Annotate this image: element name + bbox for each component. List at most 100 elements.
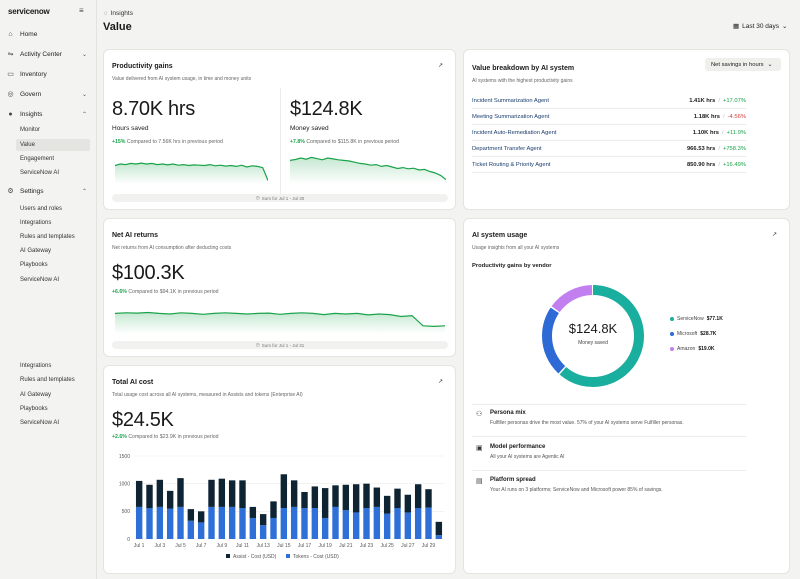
sidebar-item-settings[interactable]: ⚙ Settings ⌃ [6, 184, 92, 198]
sidebar-item-insights[interactable]: ● Insights ⌃ [6, 107, 92, 121]
govern-icon: ◎ [7, 91, 14, 98]
inventory-icon: ▭ [7, 71, 14, 78]
legend-swatch [670, 347, 674, 351]
cost-bar-chart: 1500 1000 500 0 Jul 1 Jul 3 Jul 5 Jul 7 Jul 9 Jul… [119, 454, 444, 560]
sidebar-subitem-servicenow-ai-bottom[interactable]: ServiceNow AI [20, 420, 60, 426]
sidebar-item-home[interactable]: ⌂ Home [6, 27, 92, 41]
metric-dropdown[interactable]: Net savings in hours ⌄ [705, 58, 781, 71]
bar-tokens-jul-7 [197, 522, 205, 539]
chevron-up-icon: ⌃ [81, 111, 87, 118]
x-tick-label: Jul 29 [422, 543, 436, 549]
total-cost-compare-text: Compared to $23.9K in previous period [128, 434, 219, 440]
agent-row[interactable]: Department Transfer Agent 966.53 hrs / +758… [472, 141, 746, 157]
sidebar-subitem-rules-bottom[interactable]: Rules and templates [20, 377, 75, 383]
sidebar-subitem-playbooks-bottom[interactable]: Playbooks [20, 406, 48, 412]
separator: / [721, 129, 724, 136]
agent-row[interactable]: Incident Summarization Agent 1.41K hrs / +1… [472, 93, 746, 109]
legend-servicenow: ServiceNow $77.1K [670, 316, 723, 322]
agent-hours: 1.41K hrs [689, 97, 716, 104]
card-title: Net AI returns [112, 232, 159, 239]
total-ai-cost-card: Total AI cost Total usage cost across al… [103, 365, 456, 574]
sidebar-subitem-servicenow-ai-2[interactable]: ServiceNow AI [20, 277, 60, 283]
date-range-footer: ◷ Sum for Jul 1 - Jul 30 [112, 194, 448, 202]
bar-tokens-jul-28 [414, 508, 422, 539]
sidebar-item-inventory[interactable]: ▭ Inventory [6, 67, 92, 81]
chevron-up-icon: ⌃ [81, 188, 87, 195]
card-subtitle: Value delivered from AI system usage, in… [112, 76, 252, 82]
money-compare: +7.8% Compared to $115.8K in previous pe… [290, 139, 399, 145]
bar-tokens-jul-5 [177, 506, 184, 539]
date-range-button[interactable]: ▦ Last 30 days ⌄ [733, 22, 787, 31]
insight-title: Persona mix [490, 410, 526, 416]
sidebar-subitem-value[interactable]: Value [16, 139, 90, 151]
bar-assist-jul-10 [228, 480, 236, 507]
sidebar-subitem-ai-gateway[interactable]: AI Gateway [20, 248, 52, 254]
bar-tokens-jul-10 [228, 506, 236, 539]
x-tick-label: Jul 17 [298, 543, 312, 549]
agent-name: Incident Summarization Agent [472, 97, 550, 104]
bar-assist-jul-30 [435, 521, 443, 536]
bar-assist-jul-22 [352, 484, 360, 513]
sidebar-subitem-ai-gateway-bottom[interactable]: AI Gateway [20, 392, 52, 398]
bar-assist-jul-1 [135, 480, 143, 507]
sidebar-item-govern[interactable]: ◎ Govern ⌄ [6, 87, 92, 101]
ai-system-usage-card: AI system usage Usage insights from all … [463, 218, 790, 574]
sidebar-subitem-users-and-roles[interactable]: Users and roles [20, 206, 63, 212]
legend-label: Microsoft [677, 331, 698, 337]
bar-tokens-jul-1 [135, 506, 143, 539]
agent-hours: 1.18K hrs [693, 113, 720, 120]
chevron-down-icon: ⌄ [81, 51, 87, 58]
bar-assist-jul-3 [156, 479, 164, 507]
bar-assist-jul-8 [208, 479, 215, 507]
x-tick-label: Jul 1 [134, 543, 145, 549]
agent-row[interactable]: Ticket Routing & Priority Agent 850.90 hr… [472, 157, 746, 173]
expand-icon[interactable]: ↗ [771, 232, 777, 238]
expand-icon[interactable]: ↗ [437, 63, 443, 69]
lightbulb-icon: ◌ [104, 10, 108, 17]
bar-assist-jul-19 [321, 488, 329, 518]
bar-assist-jul-5 [177, 478, 184, 507]
agent-change: +17.07% [722, 97, 746, 104]
agent-row[interactable]: Incident Auto-Remediation Agent 1.10K hrs… [472, 125, 746, 141]
separator: / [718, 161, 720, 168]
agent-hours: 1.10K hrs [692, 129, 719, 136]
sidebar-subitem-engagement[interactable]: Engagement [20, 156, 55, 162]
expand-icon[interactable]: ↗ [437, 379, 443, 385]
agent-row[interactable]: Meeting Summarization Agent 1.18K hrs / -4.… [472, 109, 746, 125]
sparkline-line [115, 162, 268, 181]
x-tick-label: Jul 9 [217, 543, 228, 549]
bar-tokens-jul-23 [363, 508, 370, 539]
sidebar: servicenow ≡ ⌂ Home ⇋ Activity Center ⌄ … [0, 0, 97, 579]
sidebar-item-activity-center[interactable]: ⇋ Activity Center ⌄ [6, 47, 92, 61]
money-trend-sparkline [290, 156, 446, 184]
sidebar-subitem-rules-and-templates[interactable]: Rules and templates [20, 234, 75, 240]
clock-icon: ◷ [255, 342, 260, 347]
sidebar-subitem-playbooks[interactable]: Playbooks [20, 262, 48, 268]
legend-microsoft: Microsoft $28.7K [670, 331, 716, 337]
bar-assist-jul-11 [239, 480, 246, 509]
insight-title: Platform spread [490, 477, 536, 483]
bar-assist-jul-28 [414, 484, 422, 509]
x-tick-label: Jul 7 [196, 543, 207, 549]
sidebar-subitem-monitor[interactable]: Monitor [20, 127, 41, 133]
breadcrumb[interactable]: ◌ Insights [104, 10, 133, 17]
net-returns-value: $100.3K [112, 262, 185, 284]
bar-assist-jul-15 [280, 474, 288, 509]
bar-tokens-jul-24 [373, 506, 381, 539]
bar-assist-jul-16 [290, 480, 298, 507]
hours-delta: +15% [112, 139, 126, 145]
sidebar-subitem-integrations[interactable]: Integrations [20, 220, 52, 226]
money-saved-value: $124.8K [290, 98, 363, 120]
home-icon: ⌂ [8, 30, 13, 38]
bar-tokens-jul-21 [342, 510, 350, 539]
agent-name: Ticket Routing & Priority Agent [472, 161, 551, 168]
bar-tokens-jul-17 [301, 508, 308, 539]
bar-tokens-jul-22 [352, 512, 360, 539]
bar-tokens-jul-19 [321, 517, 329, 539]
bar-tokens-jul-6 [187, 520, 195, 539]
separator: / [718, 145, 720, 152]
sidebar-subitem-integrations-bottom[interactable]: Integrations [20, 363, 52, 369]
collapse-sidebar-icon[interactable]: ≡ [79, 6, 84, 15]
x-tick-label: Jul 15 [277, 543, 291, 549]
sidebar-subitem-servicenow-ai[interactable]: ServiceNow AI [20, 170, 60, 176]
